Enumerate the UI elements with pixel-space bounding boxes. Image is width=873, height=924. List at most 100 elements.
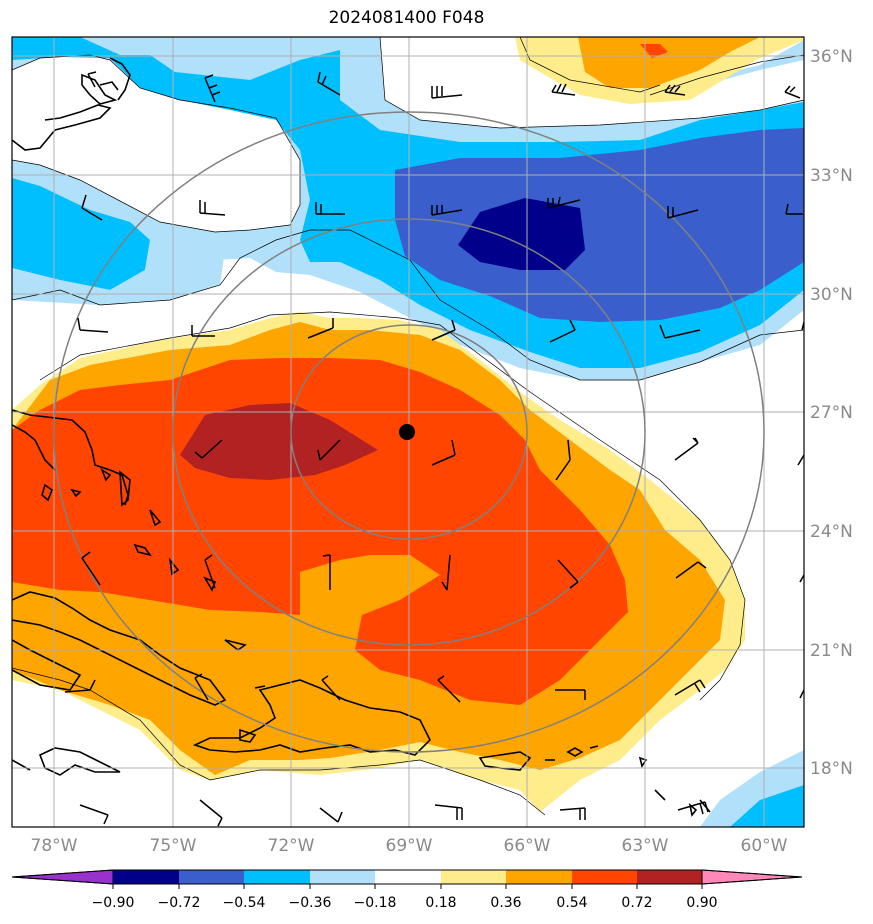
wind-barb — [431, 439, 456, 466]
lon-label: 75°W — [150, 836, 197, 856]
colorbar-extend-high — [701, 869, 803, 885]
lat-label: 21°N — [810, 641, 853, 661]
colorbar-extend-low — [11, 869, 114, 885]
colorbar-swatch — [637, 870, 702, 884]
wind-barb — [194, 439, 223, 459]
contour-lines — [12, 37, 804, 816]
lon-label: 72°W — [268, 836, 315, 856]
wind-barb — [557, 559, 579, 589]
wind-barb — [81, 194, 103, 221]
wind-barb — [437, 675, 461, 703]
colorbar-swatch — [310, 870, 375, 884]
fill-darkred — [180, 403, 378, 480]
storm-center-marker — [399, 424, 415, 440]
wind-barb — [322, 554, 331, 590]
fill-navy — [458, 198, 585, 270]
colorbar-tick-label: 0.18 — [425, 895, 456, 911]
lat-label: 33°N — [810, 166, 853, 186]
wind-barb — [551, 83, 576, 96]
wind-barb — [664, 84, 686, 96]
wind-barb — [547, 196, 581, 209]
colorbar-swatch — [375, 870, 441, 884]
wind-barb — [431, 86, 463, 99]
fill-white-gap-left — [12, 55, 300, 232]
lat-label: 27°N — [810, 403, 853, 423]
wind-barb — [315, 202, 345, 215]
map-panel — [12, 37, 804, 827]
wind-barb — [194, 673, 209, 701]
colorbar-tick-label: −0.36 — [289, 895, 332, 911]
colorbar-swatch — [113, 870, 179, 884]
fill-cyan-bottomright — [730, 785, 804, 827]
colorbar-tick-label: −0.54 — [223, 895, 266, 911]
wind-barb — [79, 804, 109, 825]
colorbar-swatch — [441, 870, 506, 884]
range-rings — [53, 111, 765, 753]
wind-barb — [317, 439, 341, 461]
wind-barb — [555, 689, 586, 700]
lat-labels: 18°N 21°N 24°N 27°N 30°N 33°N 36°N — [810, 47, 853, 779]
wind-barb — [199, 799, 223, 827]
lat-label: 18°N — [810, 759, 853, 779]
wind-barb — [431, 319, 456, 341]
colorbar-tick-label: 0.90 — [686, 895, 717, 911]
wind-barb — [799, 689, 804, 699]
lon-label: 63°W — [622, 836, 669, 856]
fill-lightblue-left — [12, 240, 225, 305]
fill-orange-topright — [578, 37, 760, 88]
colorbar-swatch — [244, 870, 310, 884]
lon-label: 69°W — [386, 836, 433, 856]
wind-barb — [321, 675, 341, 701]
wind-barb — [797, 454, 804, 466]
wind-barb — [555, 439, 571, 481]
wind-barb — [785, 203, 803, 215]
colorbar-tick-label: −0.72 — [158, 895, 201, 911]
wind-barb — [431, 205, 463, 216]
figure-title: 2024081400 F048 — [328, 8, 485, 28]
wind-barb — [674, 437, 699, 461]
wind-barbs — [64, 71, 804, 827]
lon-labels: 78°W 75°W 72°W 69°W 66°W 63°W 60°W — [31, 836, 788, 856]
wind-barb — [549, 319, 576, 343]
lat-label: 36°N — [810, 47, 853, 67]
colorbar-swatch — [179, 870, 244, 884]
fill-cyan-left — [12, 178, 150, 290]
wind-barb — [677, 801, 709, 815]
wind-barb — [441, 554, 451, 591]
colorbar-tick-label: 0.54 — [556, 895, 587, 911]
wind-barb — [204, 74, 221, 103]
lon-label: 78°W — [31, 836, 78, 856]
map-frame — [11, 36, 805, 828]
wind-barb — [319, 807, 343, 823]
colorbar-tick-label: 0.36 — [490, 895, 521, 911]
wind-barb — [81, 551, 101, 586]
wind-barb — [675, 561, 707, 579]
wind-barb — [64, 679, 96, 693]
colorbar-swatch — [506, 870, 572, 884]
colorbar-tick-label: −0.90 — [92, 895, 135, 911]
wind-barb — [434, 804, 463, 820]
fill-red-topright — [640, 44, 668, 58]
wind-barb — [204, 554, 216, 589]
wind-barb — [674, 679, 706, 696]
colorbar: −0.90 −0.72 −0.54 −0.36 −0.18 0.18 0.36 … — [11, 869, 803, 911]
lat-label: 30°N — [810, 285, 853, 305]
wind-barb — [667, 206, 699, 219]
wind-barb — [77, 317, 109, 333]
wind-barb — [559, 807, 586, 820]
wind-barb — [784, 85, 801, 99]
wind-barb — [307, 318, 334, 339]
lon-label: 66°W — [504, 836, 551, 856]
fill-royalblue — [395, 128, 804, 322]
wind-barb — [659, 324, 701, 339]
colorbar-tick-label: 0.72 — [621, 895, 652, 911]
lat-label: 24°N — [810, 522, 853, 542]
wind-barb — [799, 574, 804, 583]
wind-barb — [87, 71, 97, 88]
wind-barb — [191, 325, 215, 337]
colorbar-tick-label: −0.18 — [354, 895, 397, 911]
wind-barb — [317, 71, 341, 96]
lon-label: 60°W — [741, 836, 788, 856]
colorbar-swatch — [572, 870, 637, 884]
